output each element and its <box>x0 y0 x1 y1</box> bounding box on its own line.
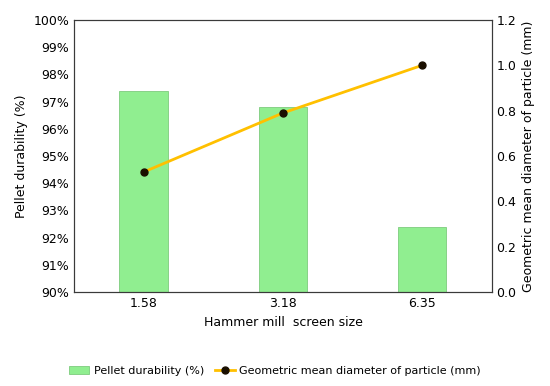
Y-axis label: Geometric mean diameter of particle (mm): Geometric mean diameter of particle (mm) <box>522 20 535 292</box>
Y-axis label: Pellet durability (%): Pellet durability (%) <box>15 94 28 218</box>
Bar <box>258 107 307 386</box>
X-axis label: Hammer mill  screen size: Hammer mill screen size <box>204 315 362 328</box>
Bar <box>398 227 447 386</box>
Bar <box>119 91 168 386</box>
Legend: Pellet durability (%), Geometric mean diameter of particle (mm): Pellet durability (%), Geometric mean di… <box>64 362 486 381</box>
